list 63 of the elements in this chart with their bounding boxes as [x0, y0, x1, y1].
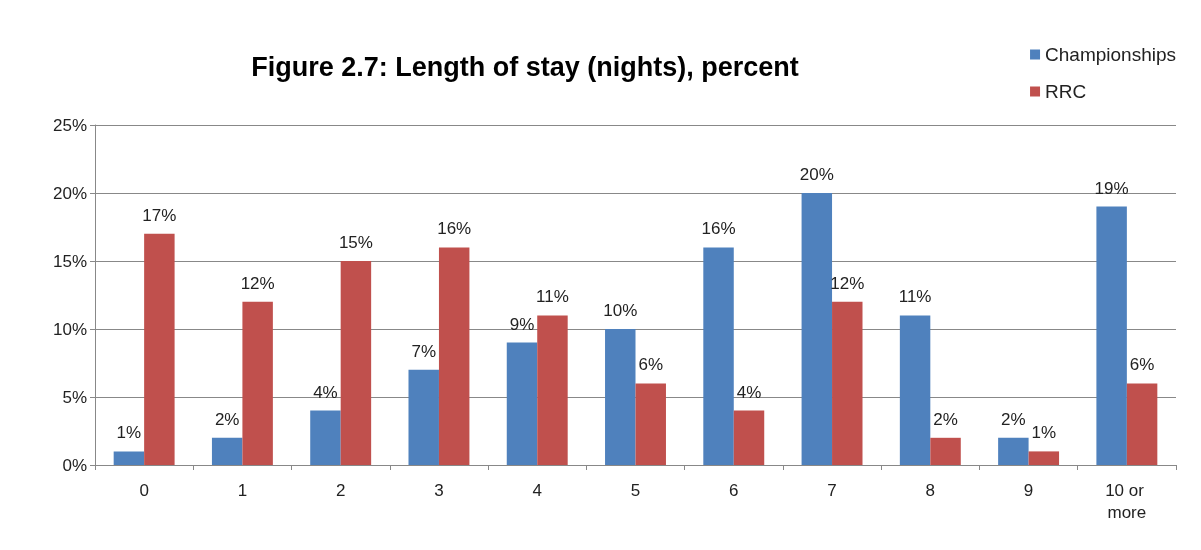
bar	[144, 233, 175, 465]
x-tick-label: 2	[335, 480, 346, 500]
bar	[635, 383, 666, 465]
data-label: 2%	[214, 409, 240, 429]
bar	[310, 410, 341, 465]
data-label: 2%	[933, 409, 958, 429]
x-tick-label: 5	[630, 480, 641, 500]
bar	[113, 451, 145, 465]
bar	[832, 301, 863, 465]
data-label: 6%	[638, 355, 664, 375]
bar	[801, 193, 833, 465]
data-label: 6%	[1129, 355, 1155, 375]
bar	[340, 261, 372, 465]
x-tick-label: 6	[729, 480, 739, 500]
bar	[506, 342, 538, 465]
x-tick-label: 9	[1023, 480, 1034, 500]
data-label: 11%	[898, 287, 932, 307]
data-label: 19%	[1094, 178, 1129, 198]
bar	[733, 410, 765, 465]
data-label: 4%	[313, 382, 338, 402]
data-label: 2%	[1001, 409, 1026, 429]
bar	[408, 369, 439, 465]
x-tick-label: 8	[925, 480, 936, 500]
bar	[211, 437, 243, 465]
bar	[899, 315, 931, 465]
bar	[438, 247, 470, 465]
bar	[703, 247, 734, 465]
data-label: 16%	[437, 219, 472, 239]
y-tick-label: 0%	[62, 455, 87, 475]
y-tick-label: 20%	[52, 183, 87, 203]
data-label: 11%	[536, 287, 569, 307]
x-tick-label: 4	[532, 480, 542, 500]
data-label: 20%	[799, 165, 834, 184]
data-label: 10%	[603, 301, 638, 320]
x-tick-label: 3	[434, 480, 444, 500]
data-label: 1%	[116, 423, 142, 443]
bar	[605, 329, 636, 465]
data-label: 4%	[736, 382, 762, 402]
data-label: 1%	[1031, 423, 1057, 443]
x-tick-label: 7	[827, 480, 837, 500]
x-tick-label: 10 or more	[1105, 480, 1149, 522]
bar	[1028, 451, 1060, 465]
y-tick-label: 15%	[52, 251, 87, 271]
data-label: 7%	[411, 341, 437, 361]
y-tick-label: 5%	[62, 387, 87, 407]
bar	[1126, 383, 1158, 465]
bar	[998, 437, 1029, 465]
y-tick-label: 10%	[52, 319, 87, 339]
data-label: 9%	[509, 314, 535, 334]
legend-label: RRC	[1045, 81, 1087, 102]
data-label: 16%	[701, 219, 736, 239]
y-tick-label: 25%	[52, 115, 87, 135]
x-tick-label: 1	[237, 480, 248, 500]
bar	[1096, 206, 1127, 465]
data-label: 12%	[240, 273, 275, 293]
data-label: 17%	[142, 205, 177, 225]
data-label: 15%	[338, 233, 373, 252]
bar	[930, 437, 961, 465]
bar	[242, 301, 273, 465]
x-tick-label: 0	[139, 480, 149, 500]
legend-label: Championships	[1045, 44, 1177, 65]
chart-title: Figure 2.7: Length of stay (nights), percent	[251, 51, 799, 82]
bar	[537, 315, 568, 465]
